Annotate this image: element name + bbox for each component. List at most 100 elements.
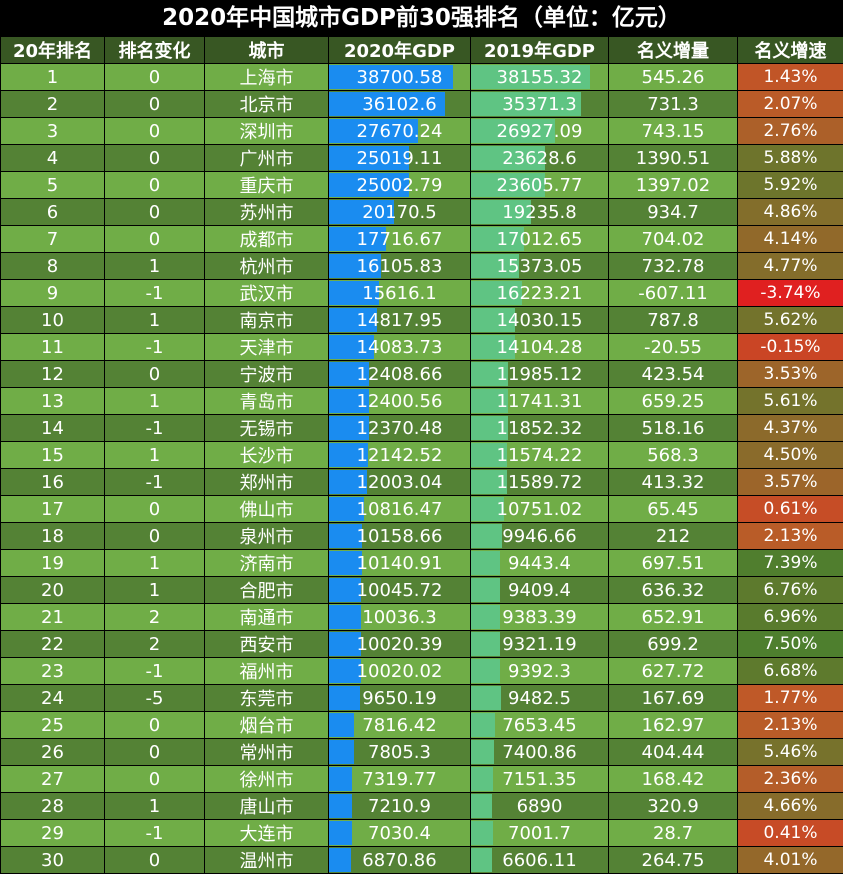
cell-rank-change: 0 — [105, 739, 205, 766]
cell-rank: 25 — [1, 712, 105, 739]
gdp-2019-bar — [471, 767, 493, 791]
header-city: 城市 — [205, 37, 329, 64]
gdp-2019-value: 11852.32 — [497, 418, 583, 439]
cell-gdp-2019: 9392.3 — [471, 658, 609, 685]
cell-nominal-increase: 636.32 — [609, 577, 738, 604]
cell-nominal-increase: 743.15 — [609, 118, 738, 145]
gdp-2019-bar — [471, 686, 501, 710]
cell-rank: 2 — [1, 91, 105, 118]
gdp-2019-bar — [471, 794, 492, 818]
cell-gdp-2019: 17012.65 — [471, 226, 609, 253]
cell-rank: 4 — [1, 145, 105, 172]
gdp-2020-value: 10045.72 — [357, 580, 443, 601]
cell-nominal-growth-rate: 2.36% — [738, 766, 843, 793]
cell-nominal-growth-rate: 4.77% — [738, 253, 843, 280]
gdp-2020-value: 10158.66 — [357, 526, 443, 547]
cell-nominal-growth-rate: 4.01% — [738, 847, 843, 874]
cell-rank: 14 — [1, 415, 105, 442]
gdp-2019-value: 16223.21 — [497, 283, 583, 304]
cell-nominal-growth-rate: 6.96% — [738, 604, 843, 631]
cell-rank-change: 0 — [105, 145, 205, 172]
cell-city: 徐州市 — [205, 766, 329, 793]
cell-rank: 11 — [1, 334, 105, 361]
gdp-2020-value: 12142.52 — [357, 445, 443, 466]
gdp-2020-bar — [329, 821, 352, 845]
cell-gdp-2019: 10751.02 — [471, 496, 609, 523]
cell-rank-change: 2 — [105, 631, 205, 658]
gdp-2020-bar — [329, 794, 352, 818]
cell-rank-change: 0 — [105, 766, 205, 793]
cell-gdp-2020: 16105.83 — [329, 253, 471, 280]
cell-nominal-increase: 652.91 — [609, 604, 738, 631]
cell-rank-change: 1 — [105, 577, 205, 604]
gdp-2020-bar — [329, 605, 361, 629]
cell-gdp-2020: 10140.91 — [329, 550, 471, 577]
gdp-2019-value: 6890 — [517, 796, 563, 817]
cell-gdp-2020: 7210.9 — [329, 793, 471, 820]
gdp-2020-value: 10020.39 — [357, 634, 443, 655]
cell-rank: 5 — [1, 172, 105, 199]
cell-gdp-2020: 10816.47 — [329, 496, 471, 523]
cell-gdp-2019: 11985.12 — [471, 361, 609, 388]
gdp-2019-value: 23628.6 — [502, 148, 576, 169]
cell-nominal-increase: 162.97 — [609, 712, 738, 739]
cell-nominal-growth-rate: 2.76% — [738, 118, 843, 145]
gdp-2019-value: 11741.31 — [497, 391, 583, 412]
cell-gdp-2019: 11574.22 — [471, 442, 609, 469]
cell-gdp-2019: 9946.66 — [471, 523, 609, 550]
cell-nominal-increase: 732.78 — [609, 253, 738, 280]
cell-rank-change: 0 — [105, 523, 205, 550]
cell-rank-change: -5 — [105, 685, 205, 712]
cell-gdp-2019: 14030.15 — [471, 307, 609, 334]
gdp-2019-value: 9409.4 — [508, 580, 571, 601]
cell-nominal-increase: 28.7 — [609, 820, 738, 847]
cell-nominal-increase: 704.02 — [609, 226, 738, 253]
gdp-2020-value: 27670.24 — [357, 121, 443, 142]
cell-gdp-2020: 12142.52 — [329, 442, 471, 469]
cell-gdp-2020: 10045.72 — [329, 577, 471, 604]
gdp-2019-value: 14030.15 — [497, 310, 583, 331]
cell-nominal-growth-rate: 2.13% — [738, 523, 843, 550]
header-rank: 20年排名 — [1, 37, 105, 64]
cell-gdp-2019: 9482.5 — [471, 685, 609, 712]
gdp-2019-value: 7653.45 — [502, 715, 576, 736]
cell-rank-change: -1 — [105, 334, 205, 361]
gdp-2020-bar — [329, 740, 354, 764]
cell-gdp-2020: 10158.66 — [329, 523, 471, 550]
cell-gdp-2019: 35371.3 — [471, 91, 609, 118]
cell-nominal-increase: 699.2 — [609, 631, 738, 658]
cell-rank: 1 — [1, 64, 105, 91]
cell-nominal-growth-rate: 3.57% — [738, 469, 843, 496]
cell-rank-change: -1 — [105, 820, 205, 847]
cell-nominal-increase: -607.11 — [609, 280, 738, 307]
cell-gdp-2019: 7653.45 — [471, 712, 609, 739]
cell-rank: 26 — [1, 739, 105, 766]
cell-gdp-2019: 6890 — [471, 793, 609, 820]
cell-nominal-increase: 731.3 — [609, 91, 738, 118]
gdp-2020-value: 16105.83 — [357, 256, 443, 277]
cell-rank-change: 0 — [105, 118, 205, 145]
gdp-2019-value: 14104.28 — [497, 337, 583, 358]
gdp-2019-value: 9946.66 — [502, 526, 576, 547]
cell-nominal-growth-rate: 5.62% — [738, 307, 843, 334]
cell-city: 长沙市 — [205, 442, 329, 469]
cell-gdp-2020: 7030.4 — [329, 820, 471, 847]
gdp-2019-value: 10751.02 — [497, 499, 583, 520]
gdp-2020-value: 38700.58 — [357, 67, 443, 88]
gdp-2020-value: 25019.11 — [357, 148, 443, 169]
cell-rank: 24 — [1, 685, 105, 712]
cell-rank-change: 0 — [105, 91, 205, 118]
cell-rank: 30 — [1, 847, 105, 874]
cell-gdp-2019: 16223.21 — [471, 280, 609, 307]
cell-gdp-2019: 7001.7 — [471, 820, 609, 847]
cell-gdp-2020: 17716.67 — [329, 226, 471, 253]
